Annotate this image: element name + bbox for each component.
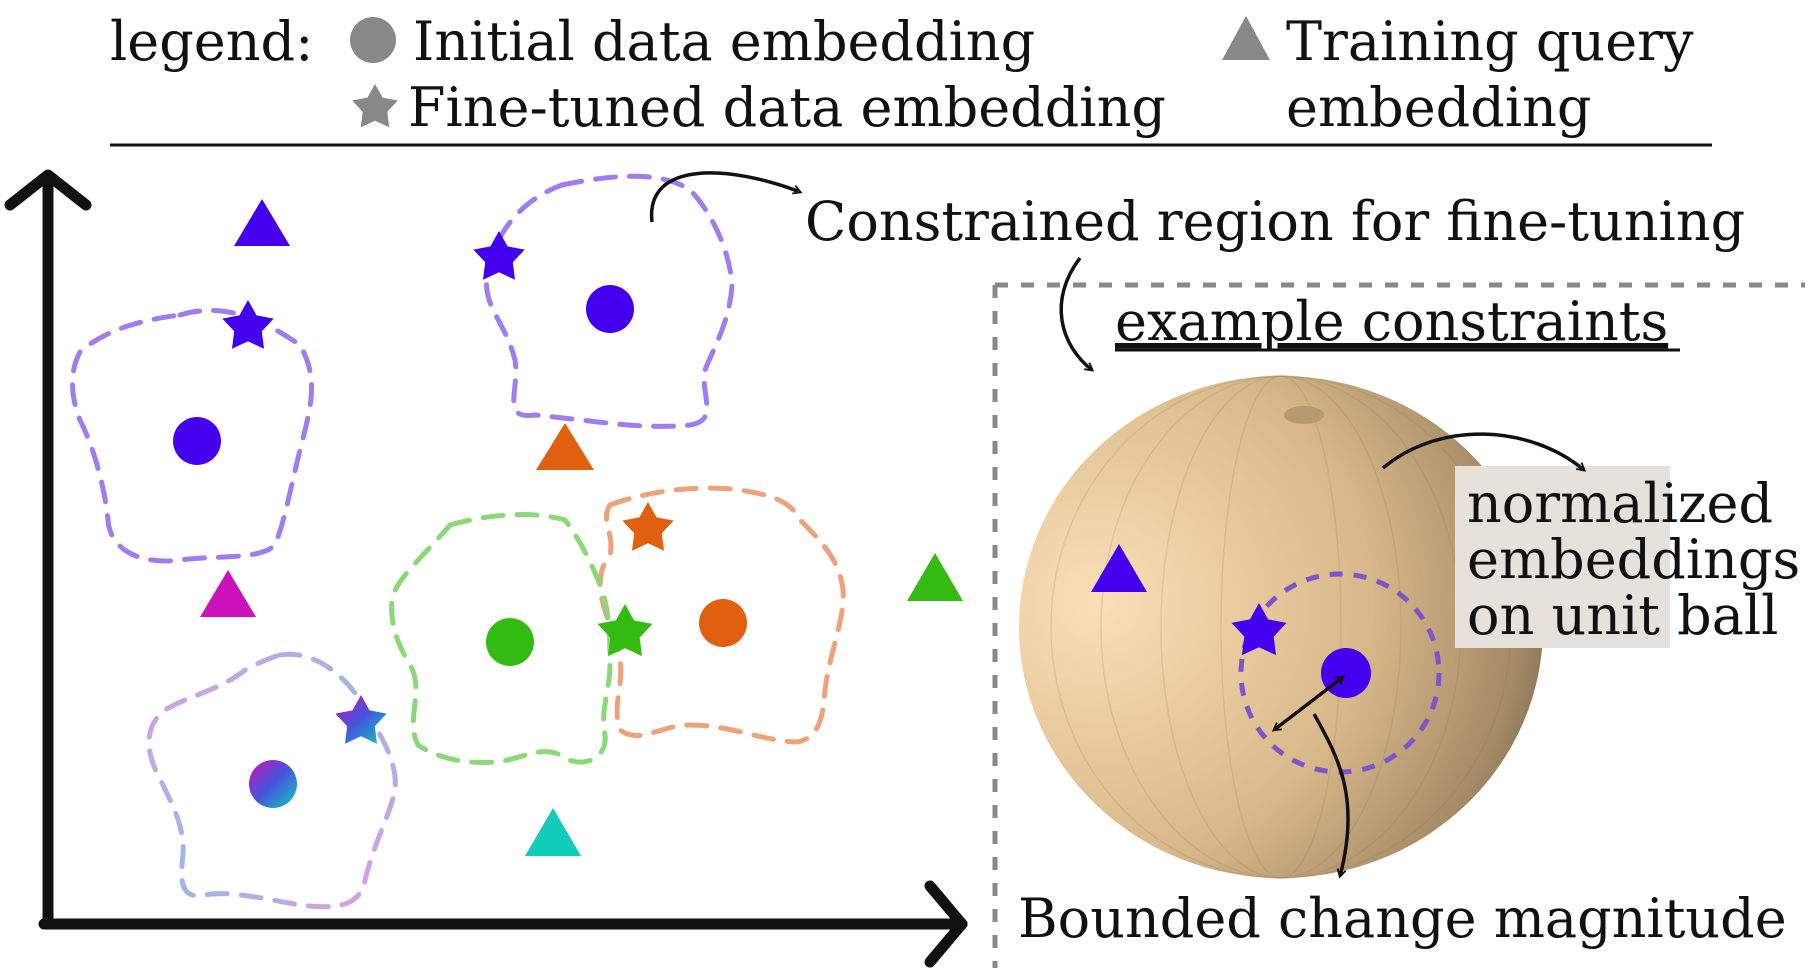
initial-circle-purple-top bbox=[586, 285, 634, 333]
initial-circle-on-ball bbox=[1321, 648, 1371, 698]
query-triangle-teal bbox=[525, 808, 581, 856]
legend: legend: Initial data embedding Fine-tune… bbox=[110, 10, 1712, 147]
query-triangle-green bbox=[907, 553, 963, 601]
region-green bbox=[389, 512, 613, 765]
region-purple-top bbox=[484, 173, 735, 429]
legend-query-label-line1: Training query bbox=[1286, 10, 1694, 73]
normalized-label-background bbox=[1455, 466, 1670, 648]
normalized-label-line2: embeddings bbox=[1467, 528, 1800, 591]
finetuned-star-orange bbox=[622, 502, 674, 551]
x-axis-arrow-icon bbox=[924, 880, 968, 968]
legend-title: legend: bbox=[110, 10, 313, 73]
normalized-callout-arrow-icon bbox=[1381, 432, 1584, 470]
legend-query-triangle-icon bbox=[1222, 16, 1270, 60]
region-mixed bbox=[146, 651, 398, 910]
query-triangle-orange bbox=[536, 423, 594, 470]
example-callout-arrow-icon bbox=[1059, 256, 1092, 370]
query-triangle-purple-top bbox=[234, 199, 290, 246]
bounded-change-label: Bounded change magnitude bbox=[1018, 887, 1787, 950]
legend-query-label-line2: embedding bbox=[1286, 76, 1591, 139]
query-triangle-on-ball bbox=[1091, 544, 1147, 592]
region-purple-left bbox=[70, 308, 314, 564]
change-magnitude-arrow-icon bbox=[1274, 677, 1343, 730]
legend-initial-label: Initial data embedding bbox=[413, 10, 1035, 73]
initial-circle-mixed bbox=[249, 760, 297, 808]
initial-circle-purple-left bbox=[173, 417, 221, 465]
plot-axes bbox=[4, 169, 968, 968]
constrained-region-label: Constrained region for fine-tuning bbox=[805, 190, 1745, 253]
normalized-label-line3: on unit ball bbox=[1467, 584, 1778, 647]
example-constraints-panel: example constraints normalized embedding… bbox=[992, 282, 1805, 968]
initial-circle-green bbox=[486, 618, 534, 666]
finetuned-star-mixed bbox=[335, 695, 387, 744]
example-constraints-title: example constraints bbox=[1115, 290, 1668, 353]
finetuned-star-on-ball bbox=[1231, 603, 1287, 656]
bounded-change-callout-arrow-icon bbox=[1312, 713, 1350, 876]
finetuned-star-purple-left bbox=[222, 300, 274, 349]
unit-ball-pole bbox=[1284, 406, 1324, 424]
normalized-label-line1: normalized bbox=[1467, 472, 1773, 535]
embedding-points bbox=[173, 199, 963, 856]
query-triangle-magenta bbox=[200, 570, 256, 617]
legend-finetuned-star-icon bbox=[352, 84, 398, 128]
constrained-regions bbox=[70, 173, 846, 910]
finetuned-star-green bbox=[597, 604, 653, 657]
finetuned-star-purple-top bbox=[473, 231, 525, 280]
unit-ball-meridians bbox=[1050, 375, 1512, 879]
legend-finetuned-label: Fine-tuned data embedding bbox=[408, 76, 1166, 139]
legend-initial-circle-icon bbox=[350, 17, 396, 63]
initial-circle-orange bbox=[699, 599, 747, 647]
region-callout-arrow-icon bbox=[650, 171, 800, 223]
